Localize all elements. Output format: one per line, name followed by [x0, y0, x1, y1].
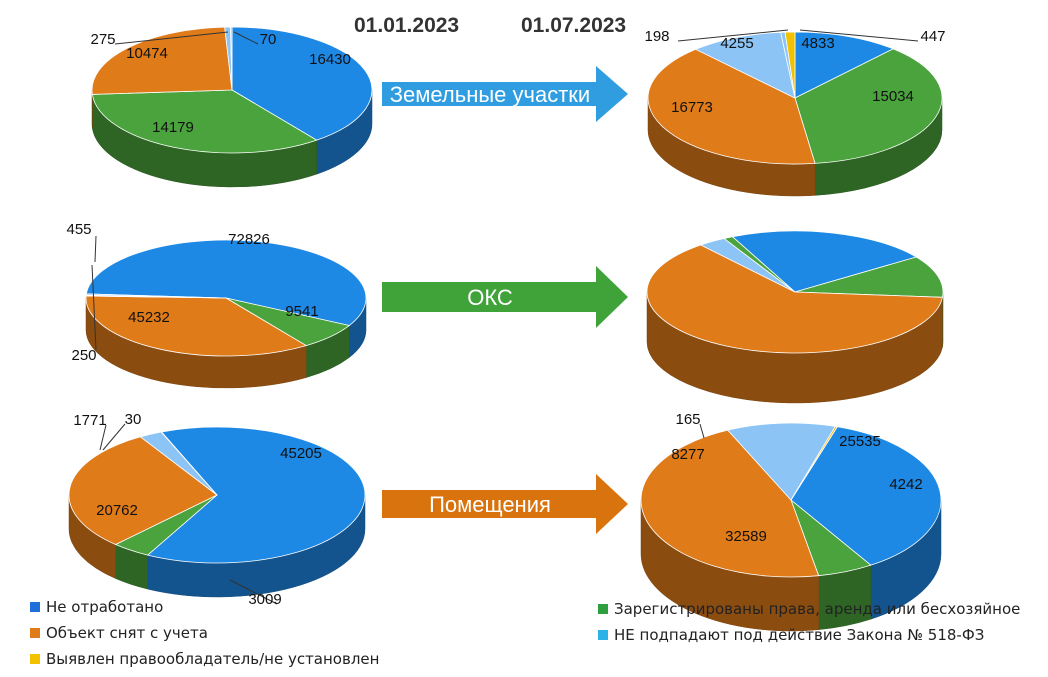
label-leader-line [91, 264, 97, 351]
data-label: 30 [125, 411, 142, 428]
pie-chart-5: 45205 3009 20762 1771 30 [68, 411, 366, 608]
data-label: 45232 [128, 309, 170, 326]
pie-slice [694, 31, 796, 99]
data-label: 14179 [152, 119, 194, 136]
data-label: 198 [644, 28, 669, 45]
legend-item-not-processed: Не отработано [30, 598, 163, 616]
pie-slice [731, 230, 918, 293]
pie-slice [146, 426, 366, 564]
label-leader-line [229, 579, 278, 605]
data-label: 70 [260, 31, 277, 48]
pie-chart-6: 25535 4242 32589 8277 165 [640, 411, 942, 632]
data-label: 455 [66, 221, 91, 238]
row-arrow-label: Помещения [429, 492, 551, 517]
data-label: 72826 [228, 231, 270, 248]
pie-slice [646, 244, 943, 354]
pie-slice [230, 26, 233, 91]
pie-slice [723, 236, 796, 293]
label-leader-line [102, 423, 126, 451]
label-leader-line [677, 29, 789, 42]
legend-label: Зарегистрированы права, аренда или бесхо… [614, 600, 1021, 618]
label-leader-line [99, 424, 107, 451]
data-label: 15034 [872, 88, 914, 105]
pie-slice [68, 436, 218, 545]
legend-label: НЕ подпадают под действие Закона № 518-Ф… [614, 626, 985, 644]
legend-label: Объект снят с учета [46, 624, 208, 642]
pie-slice [160, 431, 218, 496]
legend-swatch [30, 602, 40, 612]
data-label: 3009 [248, 591, 281, 608]
legend-swatch [30, 654, 40, 664]
legend-label: Выявлен правообладатель/не установлен [46, 650, 380, 668]
legend-swatch [598, 604, 608, 614]
legend-item-not-applicable: НЕ подпадают под действие Закона № 518-Ф… [598, 626, 984, 644]
data-label: 10474 [126, 45, 168, 62]
row-arrow-3 [382, 474, 628, 534]
legend-item-owner-found: Выявлен правообладатель/не установлен [30, 650, 379, 668]
data-label: 165 [675, 411, 700, 428]
data-label: 275 [90, 31, 115, 48]
row-arrow-label: Земельные участки [390, 82, 590, 107]
pie-chart-2: 4833 15034 16773 4255 198 447 [644, 28, 946, 197]
row-arrow-2 [382, 266, 628, 328]
legend-item-removed: Объект снят с учета [30, 624, 208, 642]
pie-slice [790, 425, 839, 501]
label-leader-line [114, 31, 229, 45]
pie-slice [794, 48, 943, 164]
data-label: 1771 [73, 412, 106, 429]
pie-slice [647, 48, 816, 165]
date-header-right: 01.07.2023 [521, 14, 627, 37]
data-label: 4242 [889, 476, 922, 493]
data-label: 20762 [96, 502, 138, 519]
label-leader-line [799, 29, 919, 42]
data-label: 250 [71, 347, 96, 364]
legend-label: Не отработано [46, 598, 164, 616]
pie-slice [85, 295, 308, 357]
row-arrow-label: ОКС [467, 285, 513, 310]
pie-slice [794, 31, 895, 99]
pie-chart-4 [646, 230, 944, 404]
pie-slice [784, 31, 796, 99]
data-label: 4255 [720, 35, 753, 52]
date-header-left: 01.01.2023 [354, 14, 460, 37]
pie-chart-1: 16430 14179 10474 275 70 [90, 26, 373, 188]
data-label: 4833 [801, 35, 834, 52]
pie-slice [85, 293, 227, 299]
data-label: 25535 [839, 433, 881, 450]
pie-slice [231, 26, 373, 141]
data-label: 447 [920, 28, 945, 45]
pie-slice [640, 429, 820, 578]
data-label: 16430 [309, 51, 351, 68]
data-label: 32589 [725, 528, 767, 545]
data-label: 16773 [671, 99, 713, 116]
pie-slice [91, 89, 318, 154]
label-leader-line [699, 423, 705, 439]
data-label: 9541 [285, 303, 318, 320]
pie-slice [85, 239, 367, 326]
data-label: 8277 [671, 446, 704, 463]
legend-swatch [30, 628, 40, 638]
label-leader-line [233, 31, 259, 45]
pie-chart-3: 72826 9541 45232 250 455 [66, 221, 367, 389]
pie-slice [727, 422, 836, 501]
legend-swatch [598, 630, 608, 640]
row-arrow-1 [382, 66, 628, 122]
legend-item-registered: Зарегистрированы права, аренда или бесхо… [598, 600, 1020, 618]
data-label: 45205 [280, 445, 322, 462]
label-leader-line [94, 235, 97, 263]
pie-slice [91, 26, 233, 95]
pie-slice [794, 256, 944, 298]
